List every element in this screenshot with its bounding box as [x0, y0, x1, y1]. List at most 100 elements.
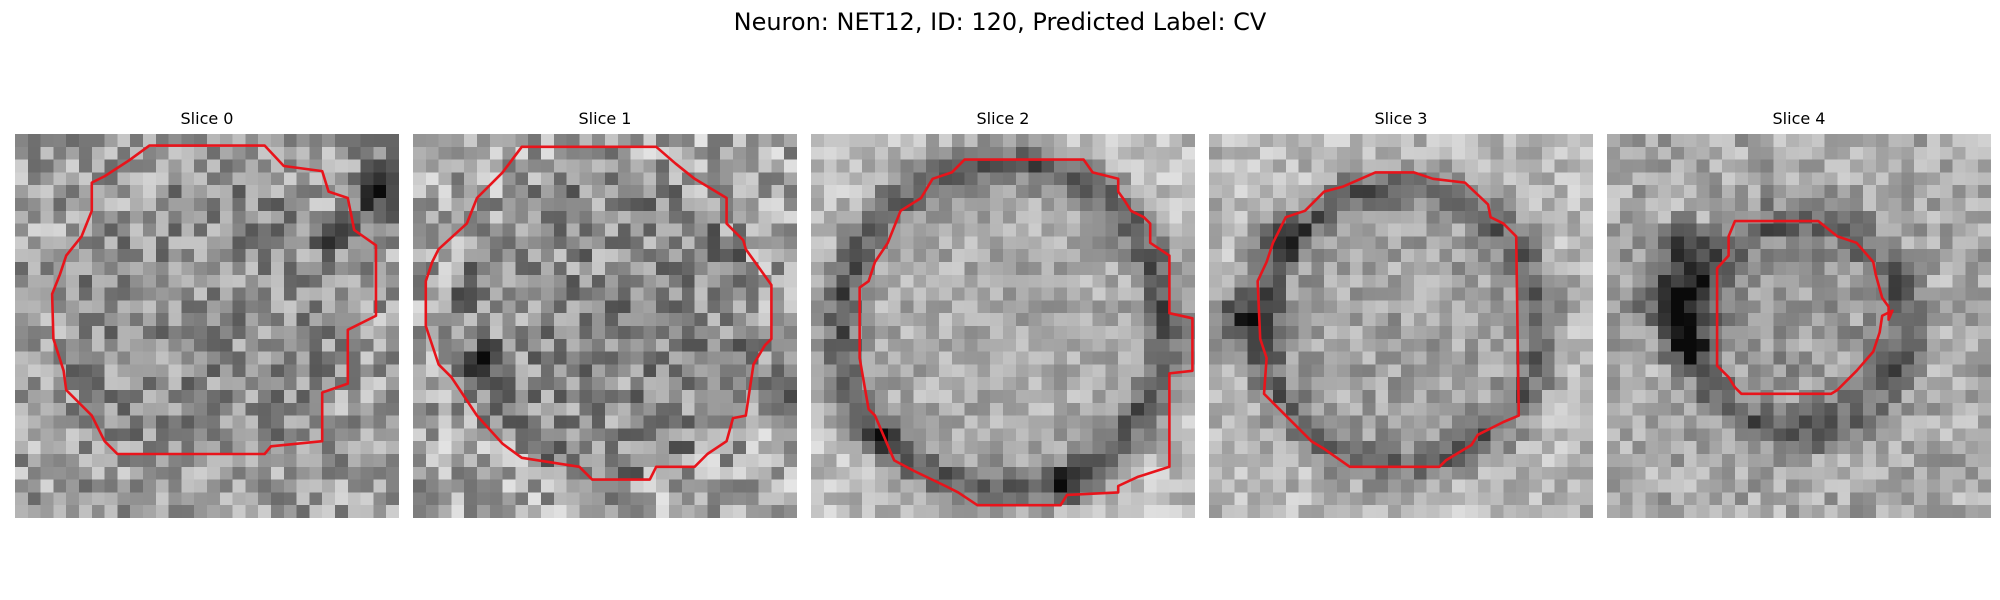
- image-pixel: [219, 338, 233, 352]
- image-pixel: [1105, 236, 1119, 250]
- image-pixel: [720, 326, 734, 340]
- image-pixel: [707, 466, 721, 480]
- image-pixel: [1285, 159, 1299, 173]
- image-pixel: [887, 364, 901, 378]
- image-pixel: [1875, 415, 1889, 429]
- image-pixel: [875, 505, 889, 518]
- image-pixel: [1311, 274, 1325, 288]
- image-pixel: [1516, 326, 1530, 340]
- image-pixel: [1285, 402, 1299, 416]
- image-pixel: [630, 313, 644, 327]
- image-pixel: [541, 479, 555, 493]
- image-pixel: [1067, 338, 1081, 352]
- image-pixel: [1452, 249, 1466, 263]
- image-pixel: [15, 505, 29, 518]
- image-pixel: [951, 505, 965, 518]
- image-pixel: [1939, 313, 1953, 327]
- image-pixel: [271, 210, 285, 224]
- image-pixel: [451, 351, 465, 365]
- image-pixel: [1028, 198, 1042, 212]
- image-pixel: [1477, 223, 1491, 237]
- image-pixel: [1683, 287, 1697, 301]
- image-pixel: [1747, 428, 1761, 442]
- image-pixel: [1824, 198, 1838, 212]
- image-pixel: [939, 223, 953, 237]
- image-pixel: [630, 441, 644, 455]
- image-pixel: [977, 274, 991, 288]
- image-pixel: [1375, 236, 1389, 250]
- image-pixel: [1516, 262, 1530, 276]
- image-pixel: [1914, 441, 1928, 455]
- image-pixel: [1671, 338, 1685, 352]
- image-pixel: [219, 390, 233, 404]
- image-pixel: [528, 351, 542, 365]
- image-pixel: [1156, 300, 1170, 314]
- image-pixel: [1477, 492, 1491, 506]
- image-pixel: [836, 185, 850, 199]
- image-pixel: [335, 351, 349, 365]
- image-pixel: [1375, 262, 1389, 276]
- image-pixel: [1837, 326, 1851, 340]
- image-pixel: [117, 505, 131, 518]
- image-pixel: [913, 223, 927, 237]
- image-pixel: [553, 402, 567, 416]
- image-pixel: [194, 415, 208, 429]
- image-pixel: [1837, 223, 1851, 237]
- image-pixel: [1221, 134, 1235, 148]
- image-pixel: [1696, 402, 1710, 416]
- image-pixel: [1067, 479, 1081, 493]
- image-pixel: [1709, 198, 1723, 212]
- image-pixel: [694, 300, 708, 314]
- image-pixel: [528, 441, 542, 455]
- image-pixel: [53, 492, 67, 506]
- image-pixel: [1131, 198, 1145, 212]
- image-pixel: [15, 313, 29, 327]
- image-pixel: [887, 146, 901, 160]
- image-pixel: [566, 364, 580, 378]
- image-pixel: [1965, 492, 1979, 506]
- image-pixel: [53, 377, 67, 391]
- image-pixel: [335, 505, 349, 518]
- image-pixel: [489, 402, 503, 416]
- image-pixel: [1658, 146, 1672, 160]
- image-pixel: [1465, 274, 1479, 288]
- image-pixel: [451, 287, 465, 301]
- image-pixel: [502, 454, 516, 468]
- image-pixel: [1722, 492, 1736, 506]
- image-pixel: [27, 479, 41, 493]
- image-pixel: [784, 300, 797, 314]
- image-pixel: [386, 262, 399, 276]
- image-pixel: [1118, 159, 1132, 173]
- image-pixel: [1054, 441, 1068, 455]
- image-pixel: [566, 428, 580, 442]
- image-pixel: [1503, 134, 1517, 148]
- image-pixel: [155, 351, 169, 365]
- image-pixel: [1914, 236, 1928, 250]
- image-pixel: [1041, 262, 1055, 276]
- image-pixel: [1824, 402, 1838, 416]
- image-pixel: [309, 300, 323, 314]
- image-pixel: [1285, 274, 1299, 288]
- image-pixel: [862, 313, 876, 327]
- image-pixel: [155, 185, 169, 199]
- image-pixel: [836, 364, 850, 378]
- image-pixel: [1426, 466, 1440, 480]
- image-pixel: [413, 505, 427, 518]
- image-pixel: [733, 313, 747, 327]
- image-pixel: [1619, 364, 1633, 378]
- image-pixel: [1773, 287, 1787, 301]
- image-pixel: [1760, 402, 1774, 416]
- image-pixel: [1118, 134, 1132, 148]
- image-pixel: [451, 466, 465, 480]
- image-pixel: [1965, 326, 1979, 340]
- image-pixel: [643, 377, 657, 391]
- image-pixel: [887, 198, 901, 212]
- image-pixel: [758, 326, 772, 340]
- image-pixel: [1337, 466, 1351, 480]
- image-pixel: [1388, 415, 1402, 429]
- image-pixel: [566, 338, 580, 352]
- image-pixel: [1452, 454, 1466, 468]
- image-pixel: [1799, 300, 1813, 314]
- image-pixel: [566, 390, 580, 404]
- image-pixel: [771, 134, 785, 148]
